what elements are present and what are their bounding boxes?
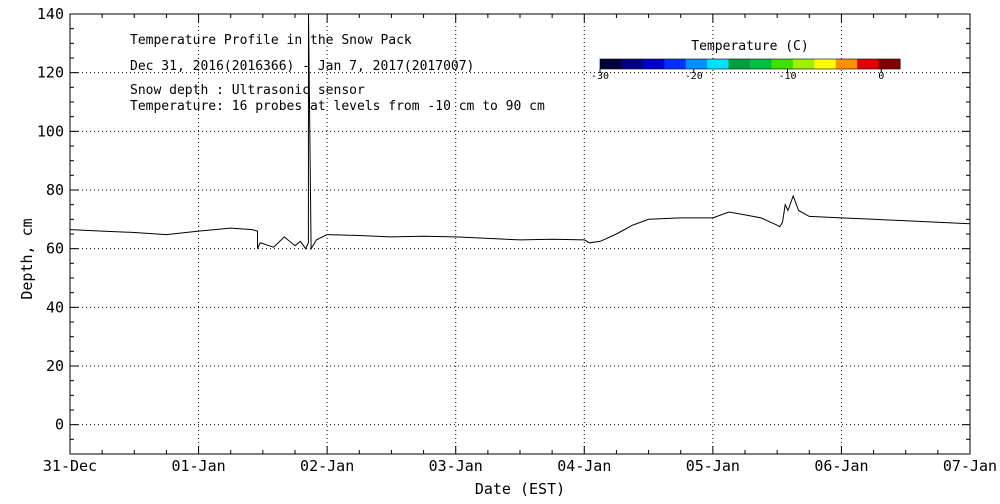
y-tick-label: 120: [37, 64, 64, 82]
colorbar-tick-label: -20: [685, 71, 703, 82]
y-tick-label: 80: [46, 181, 64, 199]
plot-background: [70, 14, 970, 454]
x-tick-label: 01-Jan: [171, 457, 225, 475]
colorbar-segment: [878, 59, 901, 69]
x-tick-label: 06-Jan: [814, 457, 868, 475]
snow-depth-line: [69, 13, 971, 251]
colorbar-segment: [621, 59, 644, 69]
colorbar-segment: [814, 59, 837, 69]
x-tick-label: 07-Jan: [943, 457, 997, 475]
y-tick-label: 140: [37, 5, 64, 23]
colorbar-frame: [599, 58, 901, 70]
x-tick-label: 03-Jan: [429, 457, 483, 475]
y-tick-label: 100: [37, 122, 64, 140]
x-tick-label: 31-Dec: [43, 457, 97, 475]
colorbar-segment: [664, 59, 687, 69]
x-tick-label: 04-Jan: [557, 457, 611, 475]
chart-subtitle: Dec 31, 2016(2016366) - Jan 7, 2017(2017…: [130, 59, 474, 74]
grid-lines: [70, 13, 970, 454]
colorbar-segment: [750, 59, 772, 69]
colorbar-segment: [685, 59, 708, 69]
chart-title: Temperature Profile in the Snow Pack: [130, 33, 412, 48]
annotation-temperature: Temperature: 16 probes at levels from -1…: [130, 99, 545, 114]
y-axis-label: Depth, cm: [18, 218, 36, 299]
colorbar-segment: [857, 59, 880, 69]
colorbar-title: Temperature (C): [691, 39, 808, 54]
colorbar-segment: [792, 59, 815, 69]
colorbar-segment: [771, 59, 794, 69]
x-tick-label: 02-Jan: [300, 457, 354, 475]
colorbar: Temperature (C) -30 -20 -10 0: [591, 39, 901, 82]
colorbar-tick-label: 0: [878, 71, 884, 82]
y-tick-label: 0: [55, 416, 64, 434]
tick-labels: 0 20 40 60 80 100 120 140 31-Dec 01-Jan 02-Jan 03-J…: [37, 5, 997, 475]
series-layer: [69, 13, 971, 251]
colorbar-segment: [707, 59, 730, 69]
y-tick-label: 60: [46, 240, 64, 258]
y-tick-label: 20: [46, 357, 64, 375]
colorbar-segment: [642, 59, 665, 69]
colorbar-tick-label: -30: [591, 71, 609, 82]
annotation-snow-depth: Snow depth : Ultrasonic sensor: [130, 83, 365, 98]
y-tick-label: 40: [46, 298, 64, 316]
x-axis-label: Date (EST): [475, 480, 565, 498]
colorbar-segment: [835, 59, 858, 69]
colorbar-segment: [600, 59, 622, 69]
tick-marks: [69, 13, 971, 455]
x-tick-label: 05-Jan: [686, 457, 740, 475]
colorbar-segment: [728, 59, 751, 69]
colorbar-tick-label: -10: [778, 71, 796, 82]
